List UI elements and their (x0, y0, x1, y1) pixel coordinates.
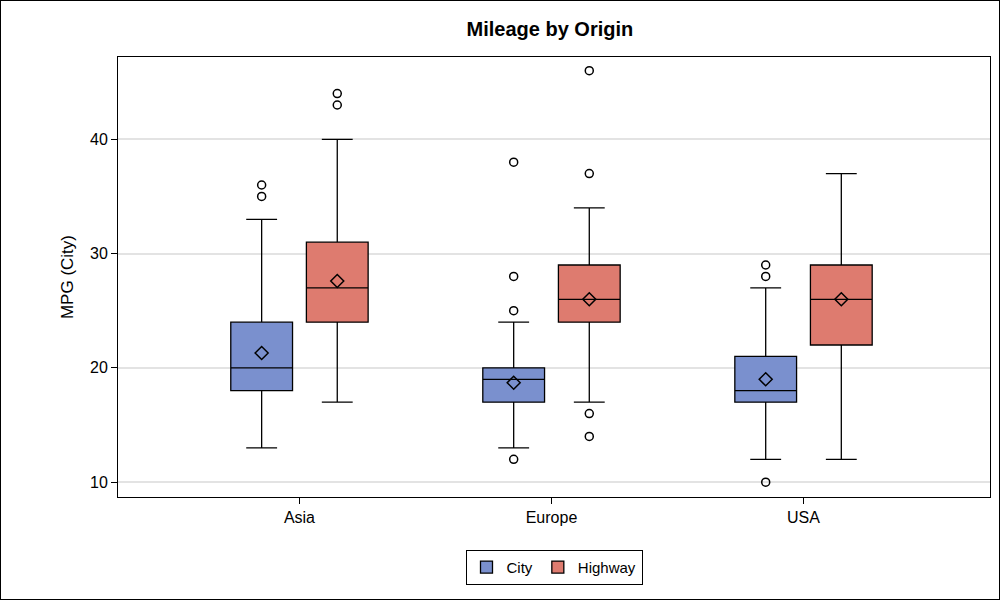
svg-text:Europe: Europe (526, 509, 578, 526)
svg-text:USA: USA (787, 509, 820, 526)
svg-text:Highway: Highway (578, 559, 636, 576)
svg-text:20: 20 (90, 359, 108, 376)
svg-text:Mileage by Origin: Mileage by Origin (467, 18, 634, 40)
svg-text:40: 40 (90, 131, 108, 148)
svg-text:10: 10 (90, 474, 108, 491)
svg-text:City: City (507, 559, 533, 576)
svg-text:MPG (City): MPG (City) (58, 235, 77, 319)
svg-text:30: 30 (90, 245, 108, 262)
svg-text:Asia: Asia (284, 509, 315, 526)
